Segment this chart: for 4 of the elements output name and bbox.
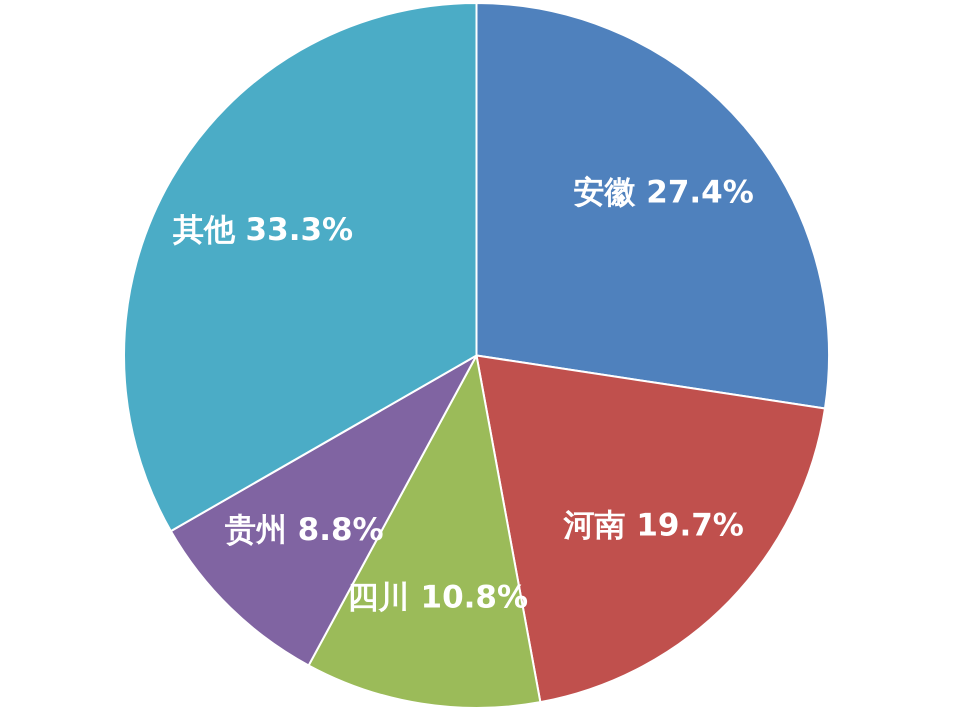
- slice-label: 安徽 27.4%: [573, 174, 754, 211]
- slice-label: 贵州 8.8%: [224, 512, 384, 548]
- slice-label: 河南 19.7%: [562, 507, 744, 544]
- slice-label: 其他 33.3%: [172, 212, 354, 248]
